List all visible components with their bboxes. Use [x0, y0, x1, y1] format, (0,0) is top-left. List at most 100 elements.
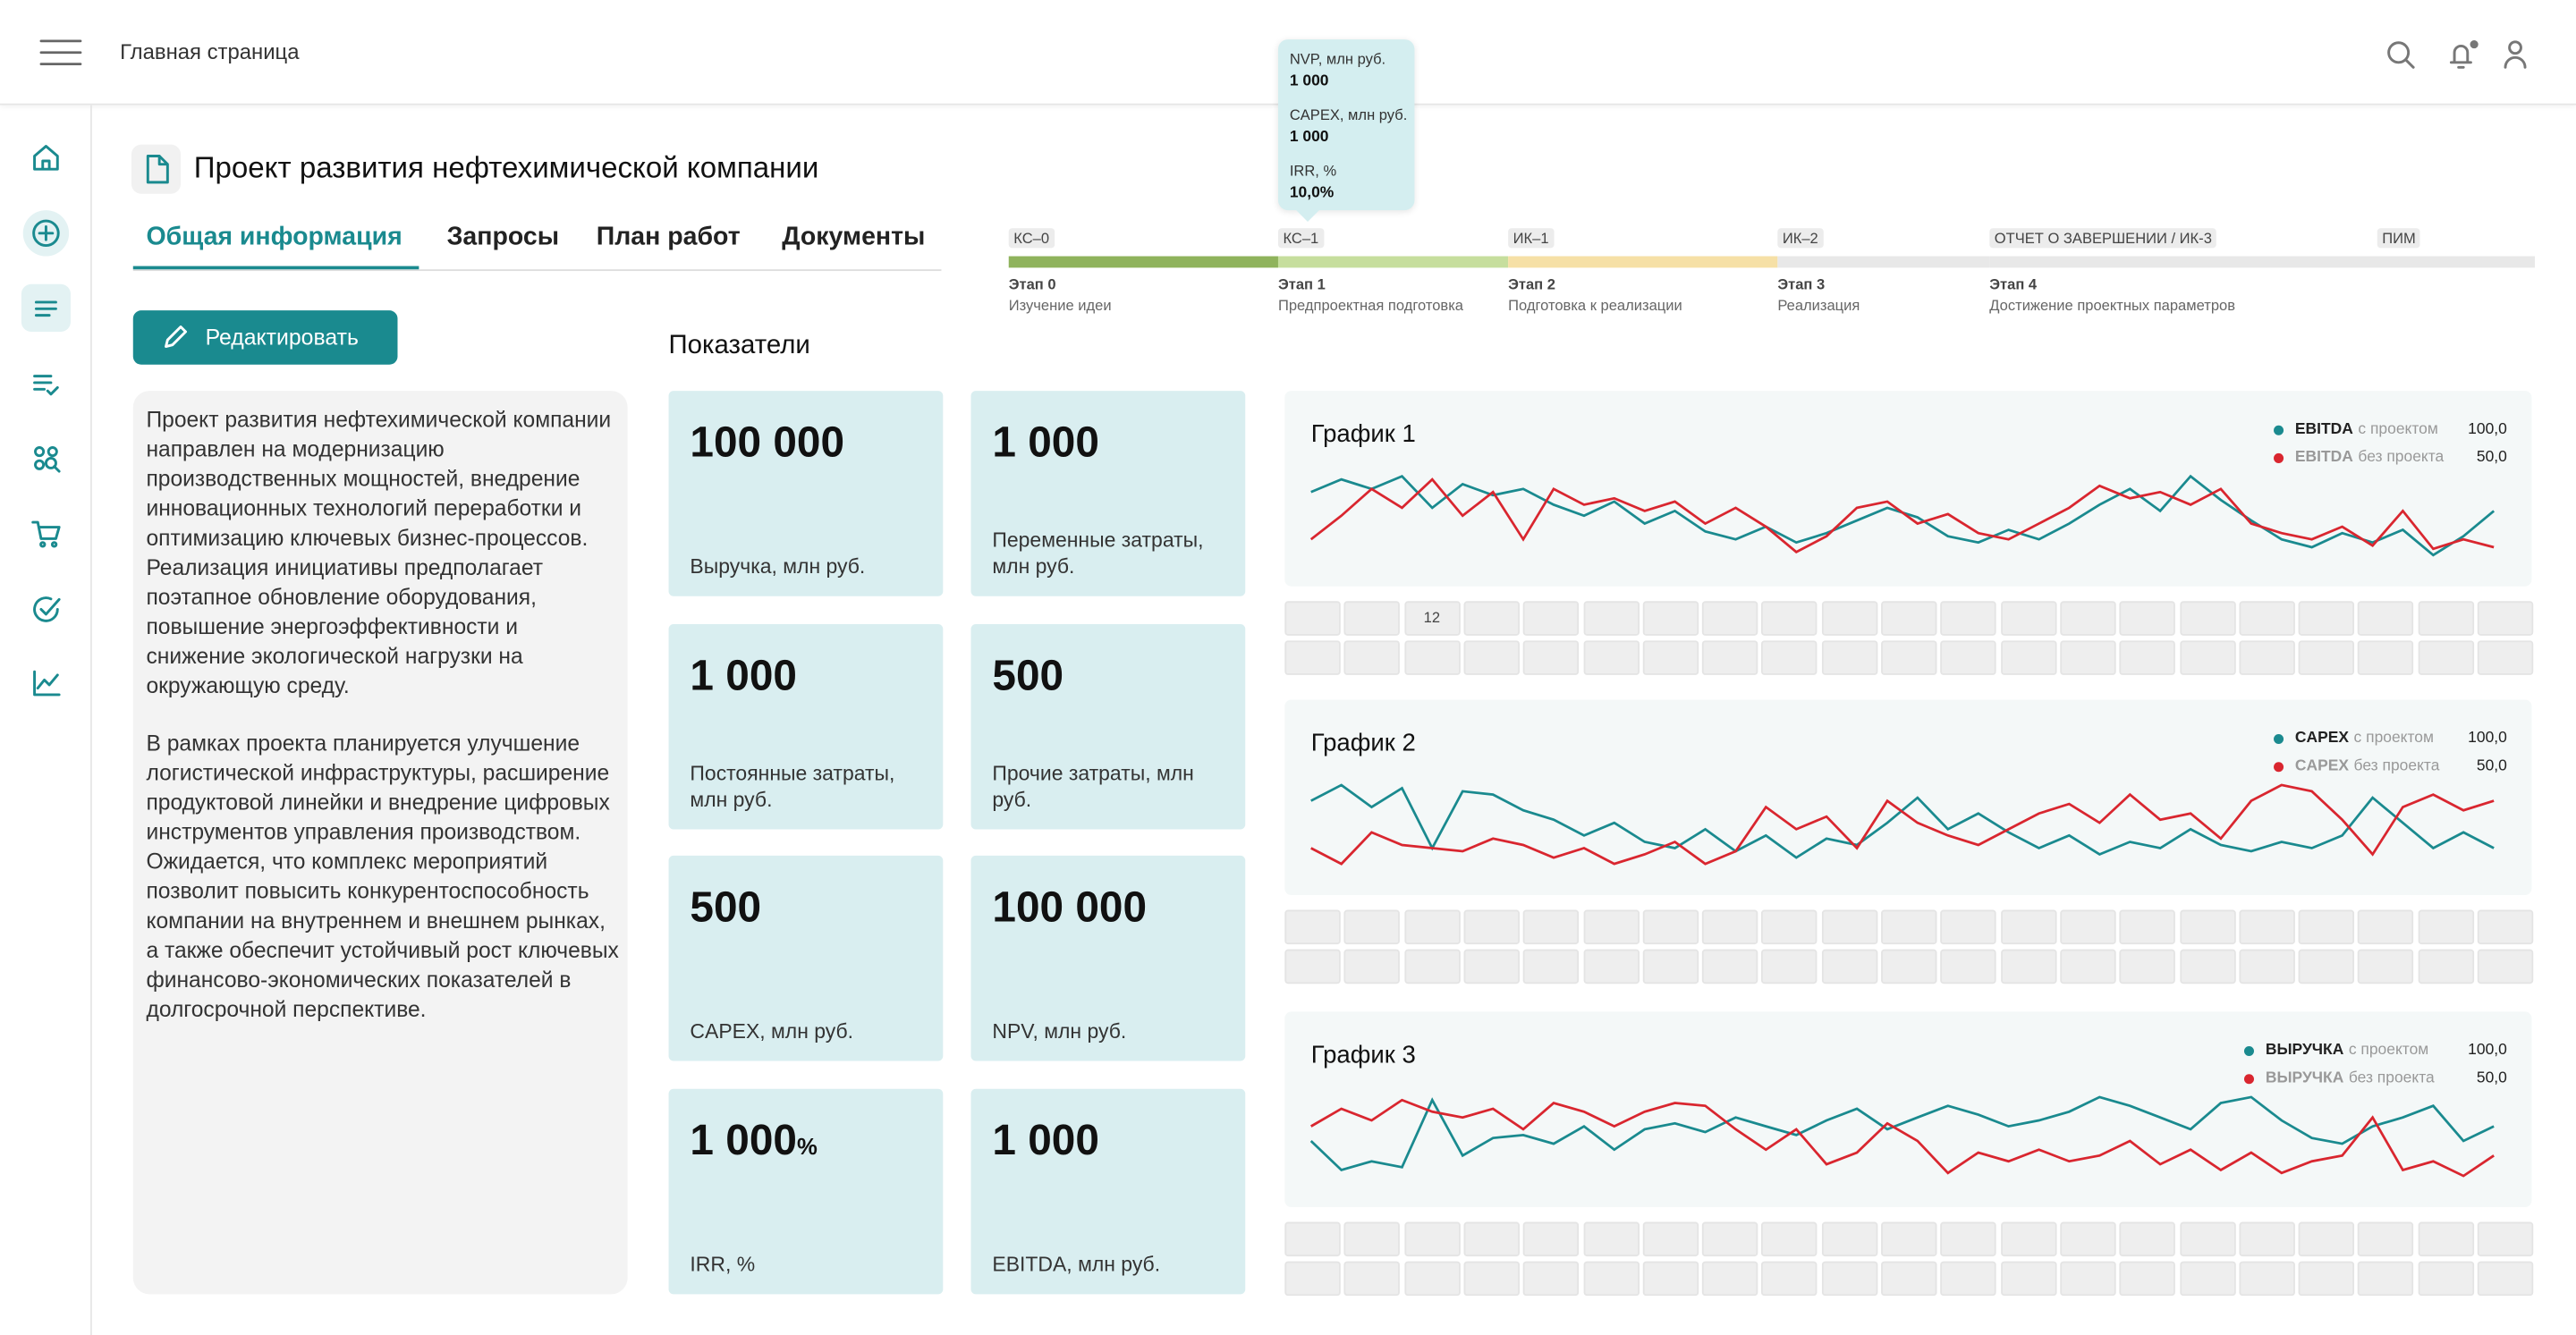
grid-cell[interactable]: [2477, 909, 2534, 945]
grid-cell[interactable]: [1881, 601, 1937, 636]
grid-cell[interactable]: [1821, 640, 1877, 675]
grid-cell[interactable]: [2298, 1261, 2355, 1297]
grid-cell[interactable]: [1642, 601, 1699, 636]
grid-cell[interactable]: [2000, 1221, 2056, 1257]
grid-cell[interactable]: [2000, 601, 2056, 636]
grid-cell[interactable]: [1940, 949, 1997, 984]
grid-cell[interactable]: [2358, 601, 2414, 636]
grid-cell[interactable]: [2298, 909, 2355, 945]
grid-cell[interactable]: [1582, 909, 1640, 945]
grid-cell[interactable]: [2119, 601, 2176, 636]
grid-cell[interactable]: [2418, 640, 2474, 675]
grid-cell[interactable]: [2477, 601, 2534, 636]
grid-cell[interactable]: [1821, 949, 1877, 984]
grid-cell[interactable]: [1343, 909, 1401, 945]
grid-cell[interactable]: [1463, 949, 1520, 984]
grid-cell[interactable]: [2298, 1221, 2355, 1257]
grid-cell[interactable]: 12: [1403, 601, 1461, 636]
grid-cell[interactable]: [1642, 949, 1699, 984]
grid-cell[interactable]: [1881, 640, 1937, 675]
grid-cell[interactable]: [2477, 640, 2534, 675]
grid-cell[interactable]: [2000, 640, 2056, 675]
grid-cell[interactable]: [2358, 640, 2414, 675]
grid-cell[interactable]: [2239, 601, 2295, 636]
grid-cell[interactable]: [2179, 1261, 2235, 1297]
grid-cell[interactable]: [2418, 601, 2474, 636]
grid-cell[interactable]: [1702, 949, 1758, 984]
grid-cell[interactable]: [2000, 949, 2056, 984]
grid-cell[interactable]: [1463, 909, 1520, 945]
grid-cell[interactable]: [2418, 1261, 2474, 1297]
grid-cell[interactable]: [2239, 640, 2295, 675]
grid-cell[interactable]: [2418, 1221, 2474, 1257]
grid-cell[interactable]: [1343, 601, 1401, 636]
grid-cell[interactable]: [1881, 949, 1937, 984]
grid-cell[interactable]: [2298, 949, 2355, 984]
grid-cell[interactable]: [1284, 1261, 1341, 1297]
grid-cell[interactable]: [1522, 601, 1580, 636]
nav-add[interactable]: [31, 218, 61, 248]
grid-cell[interactable]: [1881, 1261, 1937, 1297]
grid-cell[interactable]: [1284, 601, 1341, 636]
menu-button[interactable]: [39, 36, 82, 69]
grid-cell[interactable]: [2119, 909, 2176, 945]
grid-cell[interactable]: [2239, 949, 2295, 984]
grid-cell[interactable]: [1522, 640, 1580, 675]
grid-cell[interactable]: [2000, 909, 2056, 945]
grid-cell[interactable]: [2060, 1261, 2116, 1297]
grid-cell[interactable]: [1343, 949, 1401, 984]
nav-home[interactable]: [31, 143, 61, 173]
profile-button[interactable]: [2501, 38, 2530, 71]
grid-cell[interactable]: [2060, 640, 2116, 675]
grid-cell[interactable]: [1403, 1221, 1461, 1257]
grid-cell[interactable]: [1463, 1221, 1520, 1257]
grid-cell[interactable]: [1403, 949, 1461, 984]
grid-cell[interactable]: [1343, 640, 1401, 675]
grid-cell[interactable]: [1582, 1261, 1640, 1297]
grid-cell[interactable]: [2358, 1261, 2414, 1297]
grid-cell[interactable]: [1881, 1221, 1937, 1257]
grid-cell[interactable]: [1284, 909, 1341, 945]
grid-cell[interactable]: [2358, 949, 2414, 984]
grid-cell[interactable]: [2119, 640, 2176, 675]
grid-cell[interactable]: [2060, 949, 2116, 984]
grid-cell[interactable]: [1582, 640, 1640, 675]
grid-cell[interactable]: [1761, 601, 1818, 636]
tab[interactable]: План работ: [596, 223, 741, 252]
grid-cell[interactable]: [2060, 909, 2116, 945]
grid-cell[interactable]: [2179, 601, 2235, 636]
grid-cell[interactable]: [1940, 1221, 1997, 1257]
grid-cell[interactable]: [1940, 909, 1997, 945]
grid-cell[interactable]: [2119, 949, 2176, 984]
grid-cell[interactable]: [1642, 640, 1699, 675]
grid-cell[interactable]: [1522, 949, 1580, 984]
grid-cell[interactable]: [1702, 1221, 1758, 1257]
grid-cell[interactable]: [2477, 949, 2534, 984]
grid-cell[interactable]: [2060, 1221, 2116, 1257]
tab[interactable]: Документы: [782, 223, 926, 252]
grid-cell[interactable]: [1821, 1221, 1877, 1257]
grid-cell[interactable]: [2298, 640, 2355, 675]
grid-cell[interactable]: [1463, 1261, 1520, 1297]
grid-cell[interactable]: [2418, 949, 2474, 984]
grid-cell[interactable]: [2358, 1221, 2414, 1257]
grid-cell[interactable]: [2179, 949, 2235, 984]
grid-cell[interactable]: [1881, 909, 1937, 945]
grid-cell[interactable]: [1702, 1261, 1758, 1297]
nav-analytics[interactable]: [31, 669, 61, 698]
grid-cell[interactable]: [1522, 909, 1580, 945]
grid-cell[interactable]: [1761, 949, 1818, 984]
grid-cell[interactable]: [1821, 1261, 1877, 1297]
grid-cell[interactable]: [1642, 1261, 1699, 1297]
search-button[interactable]: [2385, 39, 2415, 69]
grid-cell[interactable]: [1463, 601, 1520, 636]
grid-cell[interactable]: [2239, 1221, 2295, 1257]
grid-cell[interactable]: [2418, 909, 2474, 945]
edit-button[interactable]: [132, 310, 398, 365]
grid-cell[interactable]: [2119, 1221, 2176, 1257]
grid-cell[interactable]: [1582, 601, 1640, 636]
grid-cell[interactable]: [2298, 601, 2355, 636]
grid-cell[interactable]: [1403, 1261, 1461, 1297]
grid-cell[interactable]: [2358, 909, 2414, 945]
grid-cell[interactable]: [1761, 909, 1818, 945]
